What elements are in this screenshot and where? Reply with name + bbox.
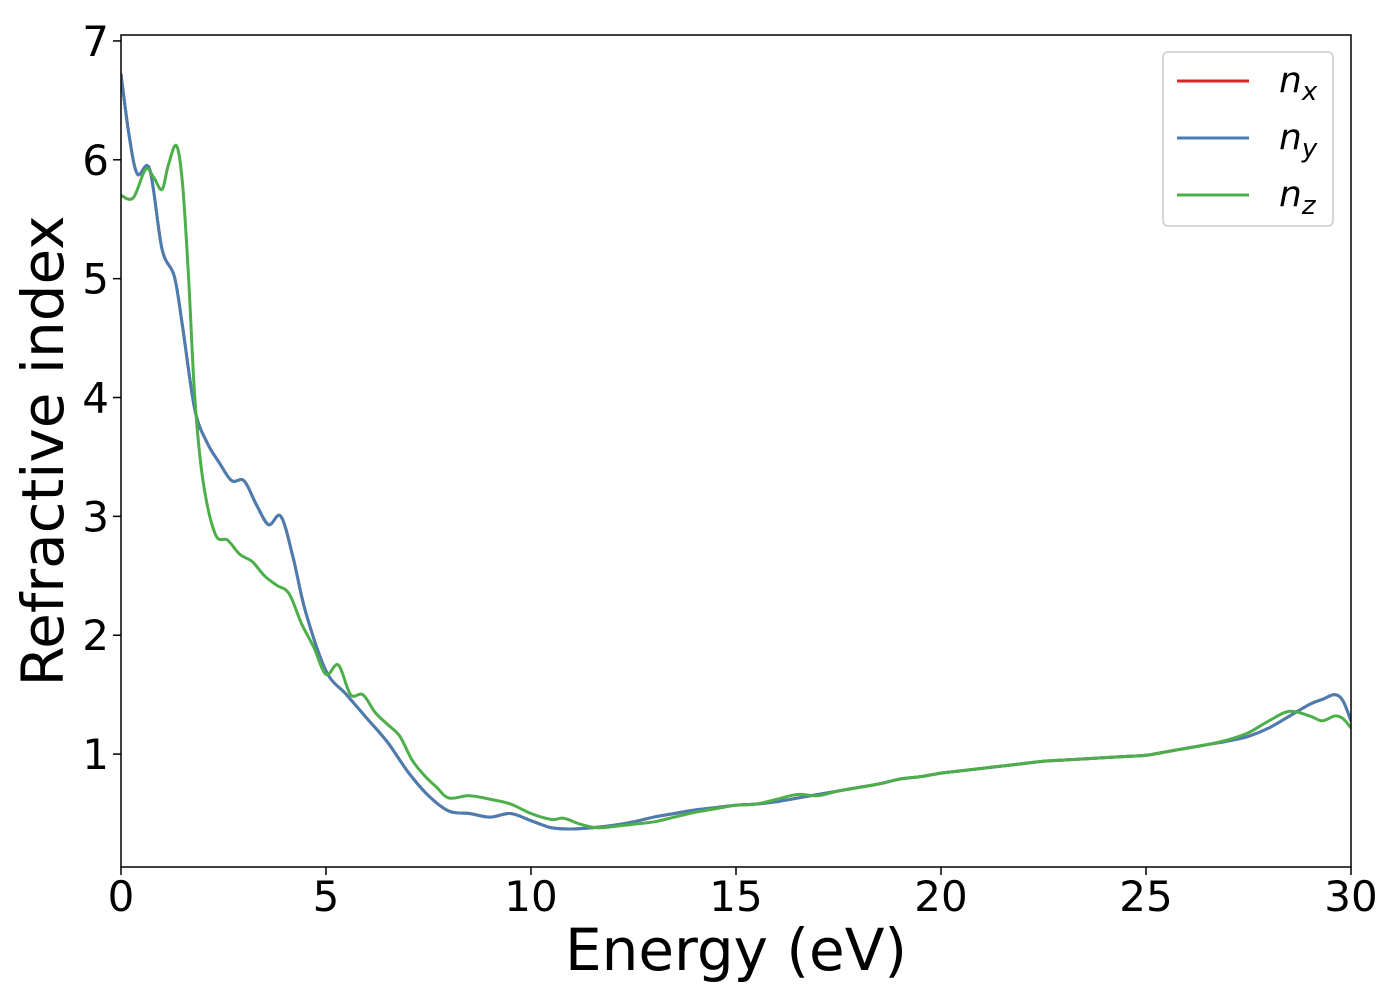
x-axis: 0 5 10 15 20 25 30 (108, 867, 1378, 921)
x-tick-label: 30 (1324, 872, 1377, 921)
legend-label-nz: nz (1279, 174, 1317, 221)
legend: nx ny nz (1162, 51, 1334, 227)
y-tick-label: 4 (82, 374, 109, 423)
y-axis-label: Refractive index (9, 215, 77, 686)
y-tick-label: 2 (82, 611, 109, 660)
series-layer (121, 72, 1351, 831)
x-tick-label: 25 (1119, 872, 1172, 921)
series-line-nz (121, 143, 1351, 830)
y-tick-label: 1 (82, 730, 109, 779)
x-tick-label: 0 (108, 872, 135, 921)
x-axis-label: Energy (eV) (565, 916, 907, 984)
y-tick-label: 7 (82, 17, 109, 66)
y-tick-label: 5 (82, 255, 109, 304)
x-tick-label: 15 (709, 872, 762, 921)
y-axis: 1 2 3 4 5 6 7 (82, 17, 121, 779)
x-tick-label: 5 (313, 872, 340, 921)
x-tick-label: 10 (504, 872, 557, 921)
y-tick-label: 3 (82, 492, 109, 541)
y-tick-label: 6 (82, 136, 109, 185)
legend-label-nx: nx (1279, 60, 1318, 107)
x-tick-label: 20 (914, 872, 967, 921)
legend-label-ny: ny (1279, 117, 1318, 164)
